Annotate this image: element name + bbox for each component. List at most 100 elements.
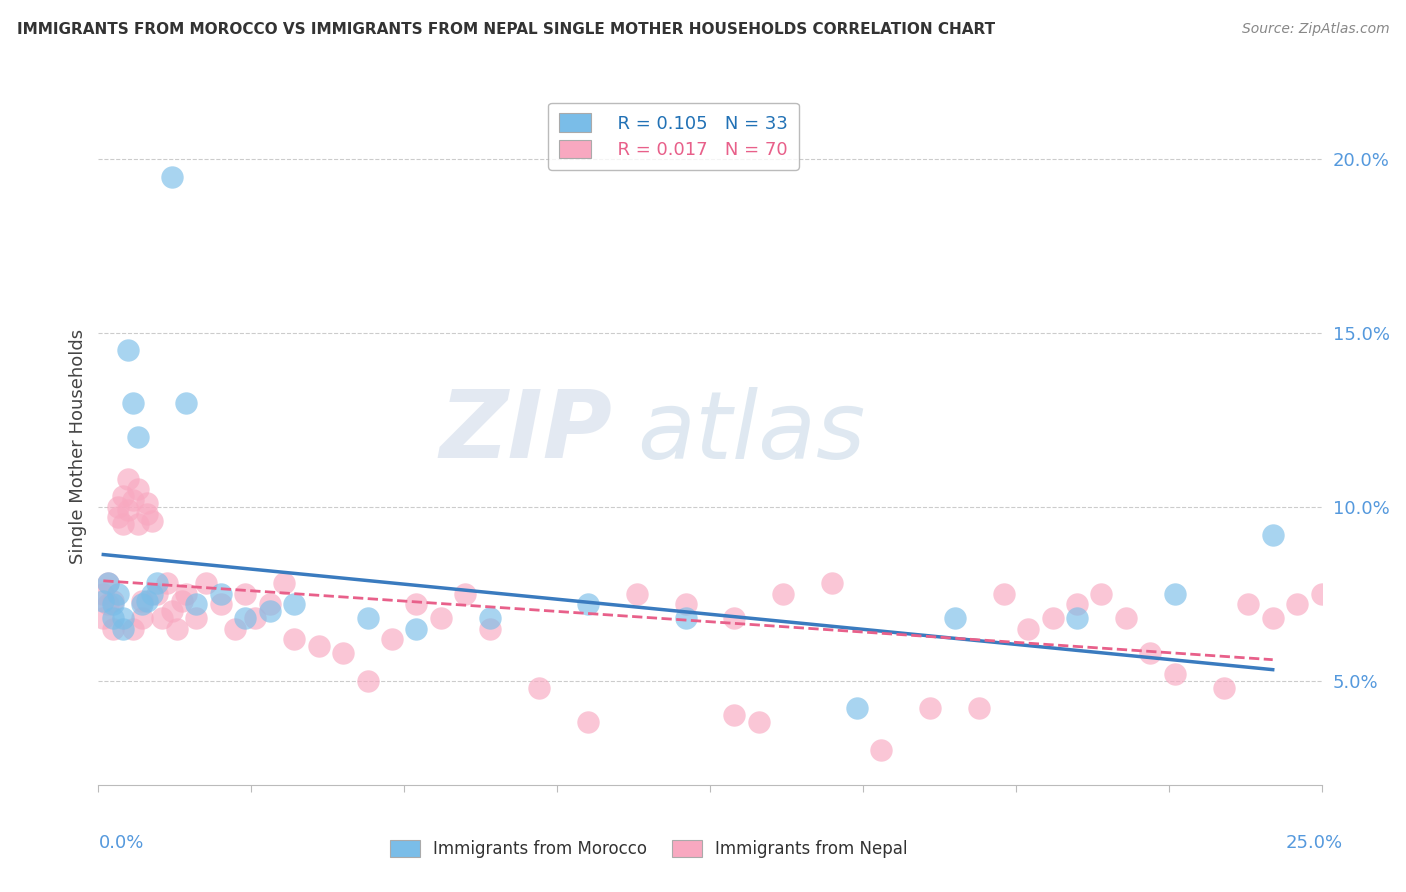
Point — [308, 639, 330, 653]
Point — [136, 496, 159, 510]
Point — [283, 597, 305, 611]
Text: Source: ZipAtlas.com: Source: ZipAtlas.com — [1241, 22, 1389, 37]
Point — [454, 587, 477, 601]
Point — [186, 611, 208, 625]
Point — [723, 611, 745, 625]
Point — [209, 597, 232, 611]
Point — [576, 715, 599, 730]
Point — [141, 587, 163, 601]
Point — [117, 472, 139, 486]
Point — [91, 611, 114, 625]
Point — [356, 611, 378, 625]
Point — [101, 622, 124, 636]
Point — [356, 673, 378, 688]
Point — [920, 701, 942, 715]
Point — [176, 587, 198, 601]
Point — [675, 611, 697, 625]
Text: 25.0%: 25.0% — [1285, 834, 1343, 852]
Point — [1237, 597, 1260, 611]
Point — [107, 510, 129, 524]
Point — [1017, 622, 1039, 636]
Point — [430, 795, 453, 809]
Point — [772, 587, 794, 601]
Point — [478, 611, 501, 625]
Point — [127, 483, 149, 497]
Point — [1139, 646, 1161, 660]
Point — [1042, 611, 1064, 625]
Text: ZIP: ZIP — [439, 386, 612, 478]
Point — [97, 576, 120, 591]
Point — [121, 492, 143, 507]
Point — [993, 587, 1015, 601]
Point — [150, 611, 173, 625]
Point — [160, 604, 183, 618]
Point — [131, 597, 153, 611]
Point — [146, 587, 169, 601]
Point — [243, 611, 266, 625]
Point — [381, 632, 404, 646]
Point — [141, 514, 163, 528]
Point — [91, 587, 114, 601]
Point — [111, 490, 134, 504]
Point — [107, 587, 129, 601]
Point — [1164, 666, 1187, 681]
Text: IMMIGRANTS FROM MOROCCO VS IMMIGRANTS FROM NEPAL SINGLE MOTHER HOUSEHOLDS CORREL: IMMIGRANTS FROM MOROCCO VS IMMIGRANTS FR… — [17, 22, 995, 37]
Text: 0.0%: 0.0% — [98, 834, 143, 852]
Point — [136, 507, 159, 521]
Point — [405, 622, 427, 636]
Point — [117, 503, 139, 517]
Point — [430, 611, 453, 625]
Point — [160, 169, 183, 184]
Point — [675, 597, 697, 611]
Point — [870, 743, 893, 757]
Point — [1090, 587, 1112, 601]
Point — [576, 597, 599, 611]
Point — [748, 715, 770, 730]
Point — [91, 593, 114, 607]
Point — [1066, 611, 1088, 625]
Point — [233, 611, 256, 625]
Text: atlas: atlas — [637, 387, 865, 478]
Point — [772, 795, 794, 809]
Point — [111, 517, 134, 532]
Point — [121, 622, 143, 636]
Point — [209, 587, 232, 601]
Point — [146, 576, 169, 591]
Point — [111, 622, 134, 636]
Point — [967, 701, 990, 715]
Point — [101, 597, 124, 611]
Point — [127, 430, 149, 444]
Point — [166, 622, 188, 636]
Point — [131, 611, 153, 625]
Point — [1164, 587, 1187, 601]
Y-axis label: Single Mother Households: Single Mother Households — [69, 328, 87, 564]
Point — [136, 593, 159, 607]
Point — [943, 611, 966, 625]
Point — [101, 593, 124, 607]
Point — [259, 597, 281, 611]
Point — [1261, 527, 1284, 541]
Point — [117, 343, 139, 358]
Point — [101, 611, 124, 625]
Point — [405, 597, 427, 611]
Point — [332, 646, 354, 660]
Point — [233, 587, 256, 601]
Point — [283, 632, 305, 646]
Point — [1115, 611, 1137, 625]
Point — [273, 576, 295, 591]
Point — [97, 576, 120, 591]
Point — [170, 593, 193, 607]
Point — [1261, 611, 1284, 625]
Point — [156, 576, 179, 591]
Point — [527, 681, 550, 695]
Point — [821, 576, 844, 591]
Point — [186, 597, 208, 611]
Point — [478, 622, 501, 636]
Point — [259, 604, 281, 618]
Point — [626, 587, 648, 601]
Point — [111, 611, 134, 625]
Legend: Immigrants from Morocco, Immigrants from Nepal: Immigrants from Morocco, Immigrants from… — [382, 833, 915, 864]
Point — [1286, 597, 1309, 611]
Point — [195, 576, 218, 591]
Point — [176, 395, 198, 409]
